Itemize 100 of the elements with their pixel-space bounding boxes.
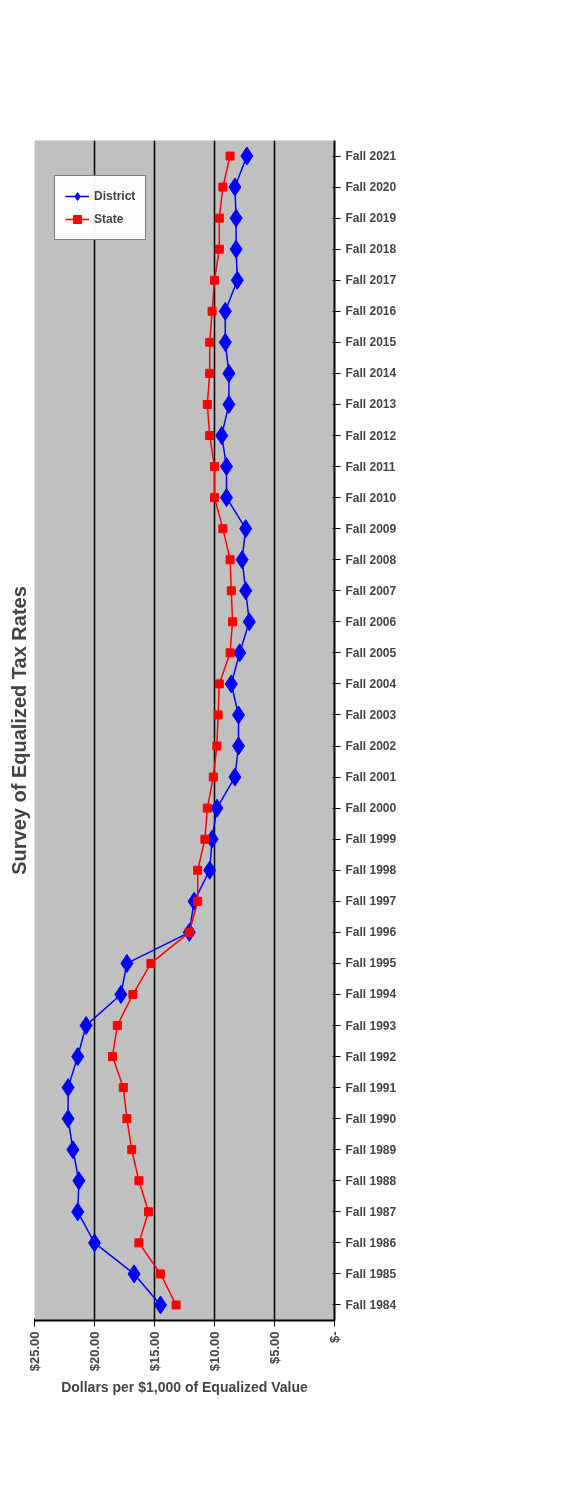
y-tick-label: Fall 1986 (345, 1235, 397, 1250)
point (218, 332, 232, 352)
y-tick-label: Fall 2006 (345, 614, 397, 629)
point (228, 617, 237, 627)
y-tick-label: Fall 1998 (345, 863, 397, 878)
y-tick-label: Fall 2002 (345, 739, 397, 754)
point (224, 674, 238, 694)
y-tick-label: Fall 2018 (345, 242, 397, 257)
point (61, 1109, 75, 1129)
y-tick-label: Fall 1993 (345, 1018, 397, 1033)
point (127, 1145, 137, 1155)
y-tick-label: Fall 1985 (345, 1266, 397, 1281)
point (205, 368, 215, 378)
point (218, 524, 228, 534)
x-tick-label: $10.00 (207, 1331, 222, 1372)
point (225, 555, 235, 565)
point (200, 834, 210, 844)
y-tick-label: Fall 2012 (345, 428, 397, 443)
y-tick-label: Fall 2014 (345, 366, 397, 381)
point (239, 519, 253, 539)
y-tick-label: Fall 2010 (345, 490, 397, 505)
point (226, 586, 236, 596)
point (193, 865, 203, 875)
point (230, 270, 244, 290)
y-tick-label: Fall 2015 (345, 335, 397, 350)
y-tick-label: Fall 2013 (345, 397, 397, 412)
point (218, 301, 232, 321)
y-tick-label: Fall 2016 (345, 304, 397, 319)
y-tick-label: Fall 2003 (345, 707, 397, 722)
point (235, 550, 249, 570)
point (144, 1207, 153, 1217)
point (228, 767, 242, 787)
point (79, 1016, 93, 1035)
point (205, 431, 215, 440)
y-tick-label: Fall 1989 (345, 1142, 397, 1157)
y-tick-label: Fall 1994 (345, 987, 397, 1002)
point (127, 1264, 141, 1284)
point (71, 1202, 85, 1222)
point (203, 860, 217, 880)
point (240, 146, 254, 166)
point (210, 798, 224, 818)
point (229, 208, 243, 228)
point (202, 803, 212, 813)
point (61, 1078, 75, 1098)
y-tick-label: Fall 2000 (345, 801, 397, 816)
point (210, 462, 219, 472)
point (215, 426, 229, 445)
legend-label: District (94, 189, 136, 203)
y-tick-label: Fall 2011 (345, 459, 396, 474)
point (218, 182, 228, 192)
point (134, 1176, 144, 1186)
point (122, 1114, 132, 1124)
point (212, 741, 222, 751)
point (202, 399, 212, 409)
x-tick-label: $- (327, 1331, 342, 1344)
point (193, 896, 203, 906)
point (72, 1171, 86, 1191)
point (210, 275, 219, 285)
point (239, 581, 253, 601)
y-tick-label: Fall 2009 (345, 521, 397, 536)
y-tick-label: Fall 2005 (345, 645, 397, 660)
point (207, 306, 217, 316)
point (222, 394, 236, 414)
y-tick-label: Fall 1984 (345, 1297, 397, 1312)
point (128, 989, 138, 999)
point (171, 1300, 181, 1310)
y-tick-label: Fall 2007 (345, 583, 397, 598)
x-tick-label: $25.00 (27, 1331, 42, 1372)
y-tick-label: Fall 1988 (345, 1173, 397, 1188)
y-tick-label: Fall 1987 (345, 1204, 397, 1219)
y-tick-label: Fall 1997 (345, 894, 397, 909)
point (112, 1021, 122, 1030)
point (146, 958, 156, 968)
y-tick-label: Fall 1992 (345, 1049, 397, 1064)
point (225, 648, 235, 658)
y-tick-label: Fall 2008 (345, 552, 397, 567)
x-axis-title: Dollars per $1,000 of Equalized Value (61, 1379, 309, 1396)
point (225, 151, 235, 161)
point (156, 1269, 165, 1279)
point (242, 612, 256, 632)
y-tick-label: Fall 2001 (345, 770, 397, 785)
y-tick-label: Fall 1996 (345, 925, 397, 940)
point (214, 244, 224, 254)
point (118, 1083, 128, 1093)
point (134, 1238, 144, 1248)
text: Survey of Equalized Tax Rates (7, 586, 30, 875)
y-tick-label: Fall 1999 (345, 832, 397, 847)
point (114, 984, 128, 1004)
y-tick-label: Fall 2017 (345, 273, 397, 288)
legend-label: State (94, 212, 124, 226)
point (120, 953, 134, 973)
point (66, 1140, 80, 1160)
y-tick-label: Fall 2021 (345, 149, 397, 164)
point (229, 239, 243, 259)
y-tick-label: Fall 2004 (345, 676, 397, 691)
x-tick-label: $15.00 (147, 1331, 162, 1372)
y-tick-label: Fall 2020 (345, 180, 397, 195)
point (214, 213, 224, 223)
point (208, 772, 218, 782)
y-tick-label: Fall 2019 (345, 211, 397, 226)
